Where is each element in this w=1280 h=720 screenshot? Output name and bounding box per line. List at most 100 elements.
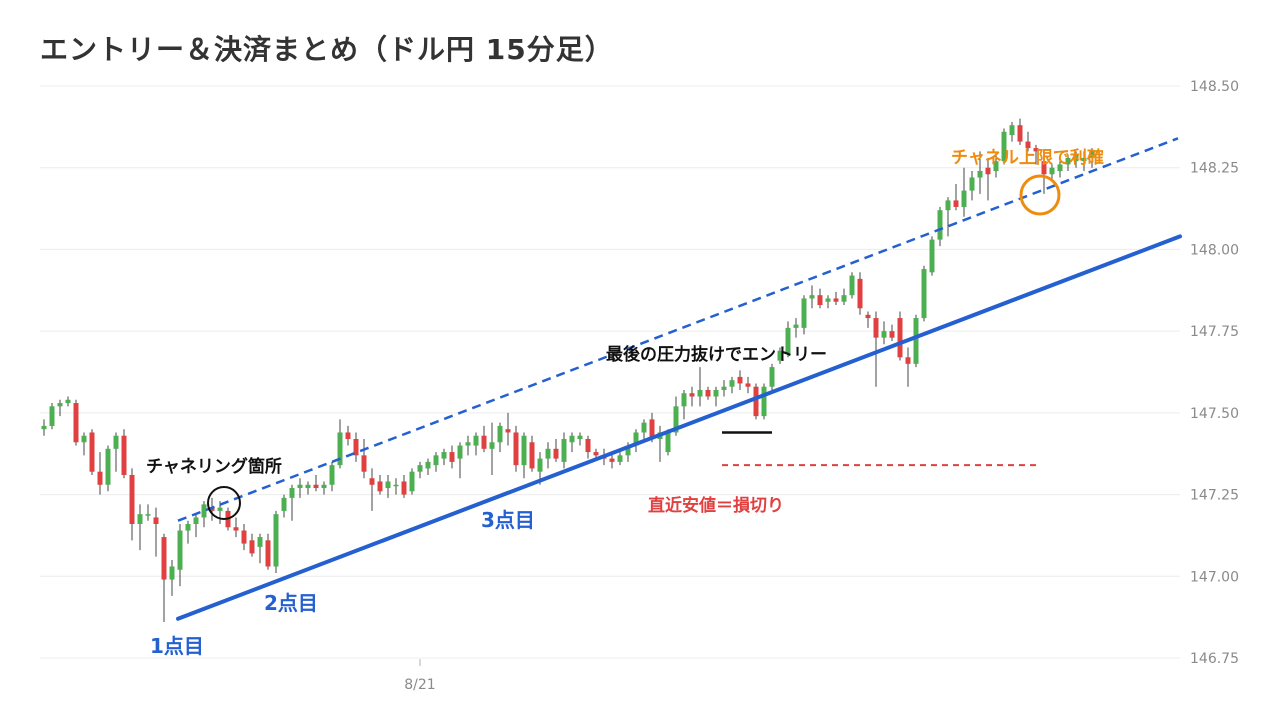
chart-title: エントリー＆決済まとめ（ドル円 15分足）: [40, 33, 614, 66]
candle-30: [281, 494, 287, 518]
candle-body-16: [169, 566, 175, 580]
candle-80: [681, 389, 687, 420]
candle-body-130: [1081, 157, 1087, 162]
candle-body-111: [929, 239, 935, 273]
x-tick-label-0: 8/21: [404, 677, 435, 693]
candle-34: [313, 474, 319, 492]
candle-body-41: [369, 478, 375, 485]
candle-31: [289, 484, 295, 521]
candle-52: [457, 442, 463, 479]
candle-body-88: [745, 383, 751, 387]
candle-46: [409, 468, 415, 495]
candle-body-121: [1009, 125, 1015, 136]
candle-body-126: [1049, 167, 1055, 175]
candle-body-128: [1065, 157, 1071, 165]
candle-body-39: [353, 439, 359, 456]
candle-body-119: [993, 161, 999, 171]
candle-86: [729, 376, 735, 394]
candle-body-95: [801, 298, 807, 328]
candle-57: [497, 422, 503, 453]
candle-body-44: [393, 484, 399, 487]
grid-lines: [40, 85, 1180, 659]
candle-body-45: [401, 481, 407, 495]
candle-107: [897, 311, 903, 361]
candle-body-69: [593, 452, 599, 456]
x-axis-ticks: 8/21: [404, 659, 436, 693]
candle-124: [1033, 144, 1039, 165]
candle-122: [1017, 118, 1023, 145]
candle-body-8: [105, 448, 111, 485]
candle-59: [513, 425, 519, 472]
stop-loss-label: 直近安値＝損切り: [648, 495, 784, 516]
candle-body-55: [481, 435, 487, 449]
candle-body-29: [273, 514, 279, 567]
candle-body-82: [697, 389, 703, 397]
candle-40: [361, 439, 367, 479]
candle-114: [953, 184, 959, 211]
candle-body-65: [561, 439, 567, 462]
candle-body-4: [73, 403, 79, 443]
candle-body-14: [153, 517, 159, 524]
candle-body-37: [337, 432, 343, 466]
y-tick-label-0: 148.50: [1190, 79, 1239, 95]
candle-16: [169, 559, 175, 596]
candle-91: [769, 363, 775, 394]
candle-125: [1041, 151, 1047, 194]
candle-body-2: [57, 403, 63, 407]
candle-body-51: [449, 452, 455, 462]
candle-105: [881, 321, 887, 345]
candle-body-47: [417, 465, 423, 472]
touch-point-3-label: 3点目: [481, 508, 535, 532]
candle-body-114: [953, 200, 959, 207]
candle-60: [521, 432, 527, 479]
candle-87: [737, 370, 743, 390]
candle-body-127: [1057, 164, 1063, 171]
candle-116: [969, 170, 975, 201]
candle-24: [233, 517, 239, 538]
candle-body-115: [961, 190, 967, 207]
candle-body-131: [1089, 151, 1095, 158]
candle-72: [617, 452, 623, 466]
candle-body-46: [409, 471, 415, 492]
candle-body-109: [913, 318, 919, 364]
candle-body-91: [769, 367, 775, 387]
candle-body-43: [385, 481, 391, 489]
candle-body-30: [281, 497, 287, 511]
candle-97: [817, 288, 823, 309]
candle-body-1: [49, 406, 55, 426]
candle-99: [833, 291, 839, 305]
candle-body-125: [1041, 161, 1047, 175]
candle-body-86: [729, 380, 735, 387]
candle-129: [1073, 151, 1079, 168]
candle-130: [1081, 151, 1087, 171]
candle-119: [993, 154, 999, 178]
candle-111: [929, 236, 935, 276]
candle-body-97: [817, 295, 823, 305]
candle-body-102: [857, 278, 863, 309]
candle-95: [801, 295, 807, 335]
candle-10: [121, 429, 127, 479]
take-profit-label: チャネル上限で利確: [951, 147, 1104, 168]
candle-body-122: [1017, 125, 1023, 142]
candle-body-107: [897, 318, 903, 358]
candle-body-27: [257, 537, 263, 547]
candle-64: [553, 439, 559, 462]
candle-body-87: [737, 376, 743, 384]
candle-90: [761, 383, 767, 420]
candle-13: [145, 504, 151, 521]
candle-body-108: [905, 357, 911, 364]
take-profit-circle-marker: [1019, 174, 1061, 216]
candle-4: [73, 399, 79, 446]
candle-88: [745, 376, 751, 394]
candle-101: [849, 272, 855, 299]
candle-36: [329, 461, 335, 492]
candle-body-60: [521, 435, 527, 466]
candle-body-9: [113, 435, 119, 449]
candle-61: [529, 435, 535, 472]
candle-body-124: [1033, 148, 1039, 152]
candle-11: [129, 468, 135, 541]
candle-98: [825, 295, 831, 309]
candle-127: [1057, 161, 1063, 178]
candle-body-66: [569, 435, 575, 443]
candle-19: [193, 514, 199, 538]
